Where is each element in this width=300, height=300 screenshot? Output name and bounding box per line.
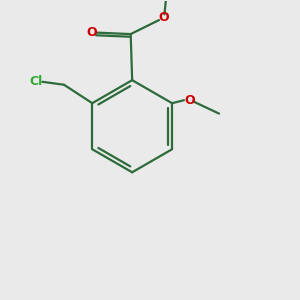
Text: Cl: Cl bbox=[29, 75, 42, 88]
Text: O: O bbox=[158, 11, 169, 25]
Text: O: O bbox=[184, 94, 195, 107]
Text: O: O bbox=[86, 26, 97, 39]
